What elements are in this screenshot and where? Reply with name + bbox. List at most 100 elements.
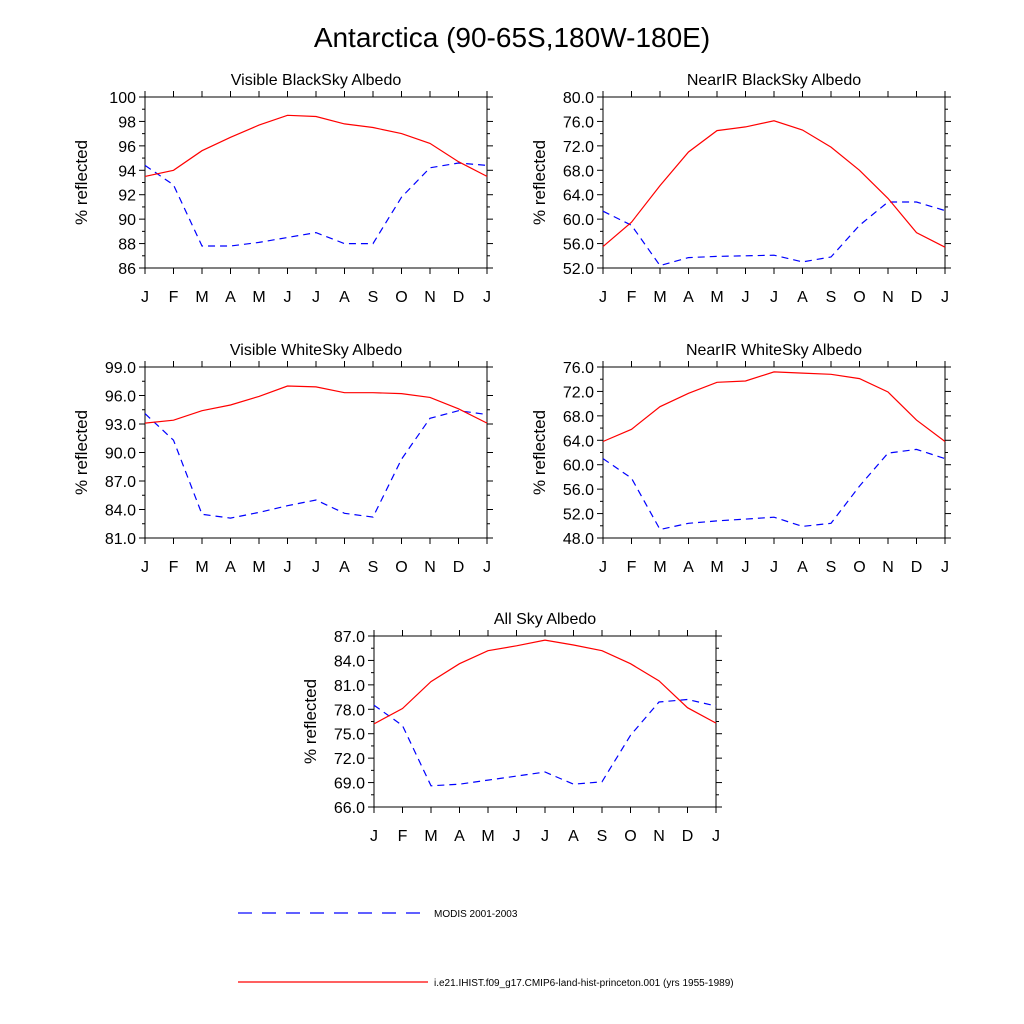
y-tick-label: 81.0 (105, 531, 136, 548)
y-tick-label: 72.0 (334, 751, 365, 768)
y-tick-label: 96.0 (105, 389, 136, 406)
x-tick-label: M (653, 559, 666, 576)
y-tick-label: 92 (118, 188, 136, 205)
x-tick-label: N (882, 289, 894, 306)
x-tick-label: M (424, 828, 437, 845)
x-tick-label: M (710, 289, 723, 306)
legend-label-modis: MODIS 2001-2003 (434, 909, 518, 920)
y-tick-label: 94 (118, 163, 136, 180)
x-tick-label: A (339, 559, 350, 576)
x-tick-label: O (624, 828, 636, 845)
legend: MODIS 2001-2003 i.e21.IHIST.f09_g17.CMIP… (238, 909, 734, 989)
series-line-model (144, 114, 488, 177)
series-line-model (373, 639, 717, 725)
y-tick-label: 60.0 (563, 212, 594, 229)
x-tick-label: J (770, 289, 778, 306)
y-tick-label: 64.0 (563, 433, 594, 450)
x-tick-label: J (284, 289, 292, 306)
y-tick-label: 78.0 (334, 702, 365, 719)
chart-panel-4: NearIR WhiteSky Albedo % reflected 48.0 52.… (530, 342, 951, 576)
series-line-modis (373, 698, 717, 787)
x-tick-label: A (454, 828, 465, 845)
x-tick-label: A (683, 559, 694, 576)
plot-frame (144, 366, 488, 539)
y-tick-label: 48.0 (563, 531, 594, 548)
y-axis-label: % reflected (530, 410, 549, 495)
x-tick-label: N (882, 559, 894, 576)
y-tick-label: 81.0 (334, 678, 365, 695)
x-tick-label: O (853, 559, 865, 576)
x-tick-label: J (483, 559, 491, 576)
x-tick-label: A (339, 289, 350, 306)
series-line-modis (602, 448, 946, 531)
x-tick-label: F (398, 828, 408, 845)
y-tick-label: 84.0 (105, 503, 136, 520)
panel-title: Visible BlackSky Albedo (231, 72, 402, 89)
x-tick-label: F (627, 559, 637, 576)
series-line-model (144, 385, 488, 424)
x-tick-label: O (853, 289, 865, 306)
x-tick-label: D (911, 289, 923, 306)
y-tick-label: 90 (118, 212, 136, 229)
x-tick-label: A (797, 559, 808, 576)
x-tick-label: D (453, 289, 465, 306)
y-axis-label: % reflected (72, 140, 91, 225)
chart-panel-5: All Sky Albedo % reflected 66.0 69.0 72.0 75.… (301, 611, 722, 845)
x-tick-label: M (195, 559, 208, 576)
x-tick-label: A (797, 289, 808, 306)
x-tick-label: F (169, 289, 179, 306)
x-tick-label: A (225, 559, 236, 576)
x-tick-label: D (453, 559, 465, 576)
y-tick-label: 52.0 (563, 261, 594, 278)
x-tick-label: J (770, 559, 778, 576)
x-tick-label: J (370, 828, 378, 845)
plot-frame (602, 96, 946, 269)
y-axis-label: % reflected (301, 679, 320, 764)
x-tick-label: J (599, 559, 607, 576)
y-tick-label: 87.0 (105, 474, 136, 491)
y-tick-label: 99.0 (105, 360, 136, 377)
figure-title: Antarctica (90-65S,180W-180E) (313, 22, 711, 53)
y-tick-label: 64.0 (563, 188, 594, 205)
y-tick-label: 90.0 (105, 446, 136, 463)
y-tick-label: 76.0 (563, 114, 594, 131)
y-tick-label: 93.0 (105, 417, 136, 434)
panel-title: Visible WhiteSky Albedo (230, 342, 402, 359)
x-tick-label: J (742, 289, 750, 306)
x-tick-label: J (312, 289, 320, 306)
y-tick-label: 68.0 (563, 409, 594, 426)
x-tick-label: J (312, 559, 320, 576)
x-tick-label: A (568, 828, 579, 845)
series-line-model (602, 120, 946, 248)
panel-title: NearIR BlackSky Albedo (687, 72, 861, 89)
y-tick-label: 98 (118, 114, 136, 131)
y-tick-label: 84.0 (334, 653, 365, 670)
x-tick-label: S (826, 289, 837, 306)
y-axis-label: % reflected (530, 140, 549, 225)
x-tick-label: J (941, 289, 949, 306)
chart-panels: Visible BlackSky Albedo % reflected 86 88 90… (72, 72, 951, 845)
x-tick-label: A (683, 289, 694, 306)
y-tick-label: 86 (118, 261, 136, 278)
x-tick-label: N (653, 828, 665, 845)
y-tick-label: 52.0 (563, 507, 594, 524)
x-tick-label: D (682, 828, 694, 845)
x-tick-label: O (395, 559, 407, 576)
chart-panel-1: Visible BlackSky Albedo % reflected 86 88 90… (72, 72, 493, 306)
y-tick-label: 96 (118, 139, 136, 156)
x-tick-label: N (424, 559, 436, 576)
series-line-modis (144, 162, 488, 247)
x-tick-label: J (742, 559, 750, 576)
x-tick-label: M (653, 289, 666, 306)
x-tick-label: M (481, 828, 494, 845)
x-tick-label: F (627, 289, 637, 306)
legend-label-model: i.e21.IHIST.f09_g17.CMIP6-land-hist-prin… (434, 978, 734, 989)
y-tick-label: 87.0 (334, 629, 365, 646)
chart-panel-3: Visible WhiteSky Albedo % reflected 81.0 84… (72, 342, 493, 576)
x-tick-label: M (252, 559, 265, 576)
x-tick-label: M (195, 289, 208, 306)
panel-title: All Sky Albedo (494, 611, 596, 628)
x-tick-label: J (284, 559, 292, 576)
series-line-model (602, 371, 946, 443)
